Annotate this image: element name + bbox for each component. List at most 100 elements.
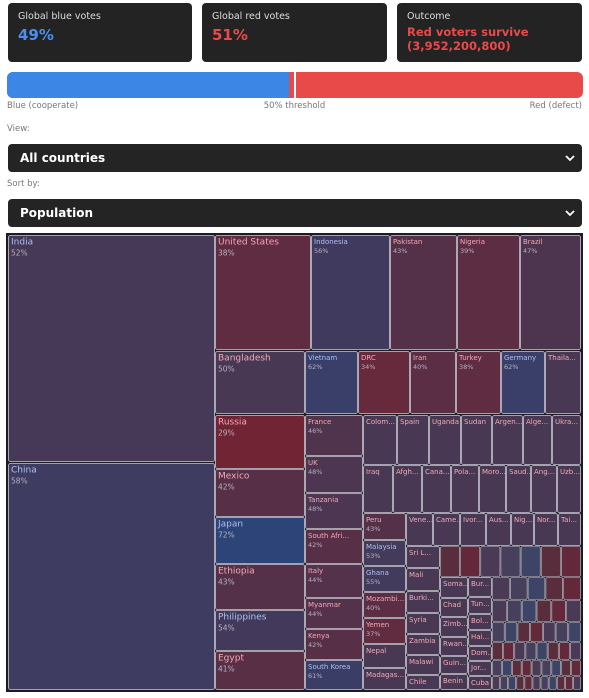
view-select[interactable]: All countries: [8, 144, 582, 172]
country-name: Moro...: [482, 468, 506, 476]
treemap-cell: [492, 415, 523, 465]
country-name: Saud...: [509, 468, 533, 476]
card-label: Global red votes: [212, 11, 290, 22]
country-name: India: [11, 238, 33, 248]
treemap-cell: [457, 235, 520, 350]
treemap-cell: [511, 513, 534, 546]
small-cell: [571, 660, 581, 676]
country-pct: 42%: [308, 641, 322, 649]
treemap-cell: [305, 598, 363, 629]
card-label: Outcome: [407, 11, 451, 22]
country-name: Italy: [308, 567, 323, 575]
sort-value: Population: [20, 206, 94, 220]
treemap-cell: [534, 513, 558, 546]
country-pct: 43%: [393, 247, 407, 255]
small-cell: [573, 676, 581, 690]
country-pct: 42%: [218, 483, 235, 492]
treemap-cell: [305, 564, 363, 598]
small-cell: [563, 577, 581, 600]
treemap-cell: [440, 637, 468, 656]
small-cell: [541, 660, 552, 676]
treemap-cell: [305, 629, 363, 660]
country-name: Jor...: [470, 664, 486, 672]
country-name: Japan: [217, 520, 243, 530]
small-cell: [492, 622, 505, 642]
small-cell: [548, 676, 557, 690]
country-name: Egypt: [218, 654, 244, 664]
country-name: Uzb...: [560, 468, 580, 476]
treemap-cell: [422, 465, 451, 513]
treemap-cell: [468, 614, 492, 630]
treemap-cell: [410, 351, 456, 414]
country-name: France: [308, 418, 331, 426]
treemap-cell: [363, 618, 406, 644]
small-cell: [566, 600, 581, 622]
country-pct: 55%: [366, 578, 380, 586]
sort-select[interactable]: Population: [8, 199, 582, 227]
country-pct: 50%: [218, 365, 235, 374]
country-pct: 44%: [308, 610, 322, 618]
country-name: Vene...: [409, 516, 433, 524]
treemap-cell: [363, 592, 406, 618]
treemap-cell: [406, 591, 440, 613]
card-value: 51%: [212, 26, 248, 44]
country-name: Cana...: [425, 468, 450, 476]
country-name: Zambia: [409, 637, 436, 645]
country-name: Mexico: [218, 472, 250, 482]
small-cell: [517, 622, 530, 642]
country-name: Yemen: [365, 621, 389, 629]
country-name: South Afri...: [308, 532, 349, 540]
sort-label: Sort by:: [7, 179, 40, 189]
small-cell: [551, 660, 562, 676]
card-detail: (3,952,200,800): [407, 39, 511, 53]
country-name: Came...: [436, 516, 463, 524]
country-pct: 37%: [366, 630, 380, 638]
small-cell: [507, 600, 522, 622]
treemap-cell: [440, 656, 468, 674]
treemap-cell: [433, 513, 460, 546]
country-pct: 39%: [460, 247, 474, 255]
small-cell: [532, 676, 541, 690]
treemap-cell: [215, 564, 305, 610]
country-name: Cuba: [471, 679, 489, 687]
small-cell: [540, 546, 561, 577]
country-name: Philippines: [218, 613, 267, 623]
blue-bar: [7, 72, 290, 98]
country-name: Alge...: [526, 418, 548, 426]
small-cell: [555, 622, 569, 642]
country-name: Chad: [443, 601, 461, 609]
treemap-cell: [468, 597, 492, 614]
country-name: Soma...: [443, 580, 470, 588]
treemap-cell: [393, 465, 422, 513]
bar-left-label: Blue (cooperate): [7, 101, 79, 111]
treemap-cell: [501, 351, 545, 414]
country-name: Ivor...: [463, 516, 482, 524]
treemap-cell: [390, 235, 457, 350]
small-cell: [500, 546, 521, 577]
country-name: Indonesia: [314, 238, 348, 246]
small-cell: [570, 642, 581, 660]
country-name: Mozambi...: [366, 595, 404, 603]
small-cell: [492, 600, 507, 622]
country-name: Malaysia: [366, 543, 397, 551]
treemap-cell: [406, 513, 433, 546]
small-cell: [558, 642, 570, 660]
country-name: Tanzania: [307, 496, 338, 504]
card: Outcome Red voters survive (3,952,200,80…: [397, 3, 582, 62]
view-label: View:: [7, 124, 30, 134]
country-pct: 34%: [361, 363, 375, 371]
country-name: United States: [218, 238, 279, 248]
country-pct: 41%: [218, 665, 235, 674]
small-cell: [568, 622, 581, 642]
treemap-cell: [305, 493, 363, 529]
country-name: Malawi: [409, 658, 433, 666]
small-cell: [492, 642, 503, 660]
treemap-cell: [311, 235, 390, 350]
treemap-cell: [363, 644, 406, 668]
small-cell: [502, 660, 512, 676]
small-cell: [527, 577, 546, 600]
country-name: Sudan: [464, 418, 486, 426]
treemap-cell: [305, 351, 358, 414]
country-name: Pola...: [454, 468, 475, 476]
